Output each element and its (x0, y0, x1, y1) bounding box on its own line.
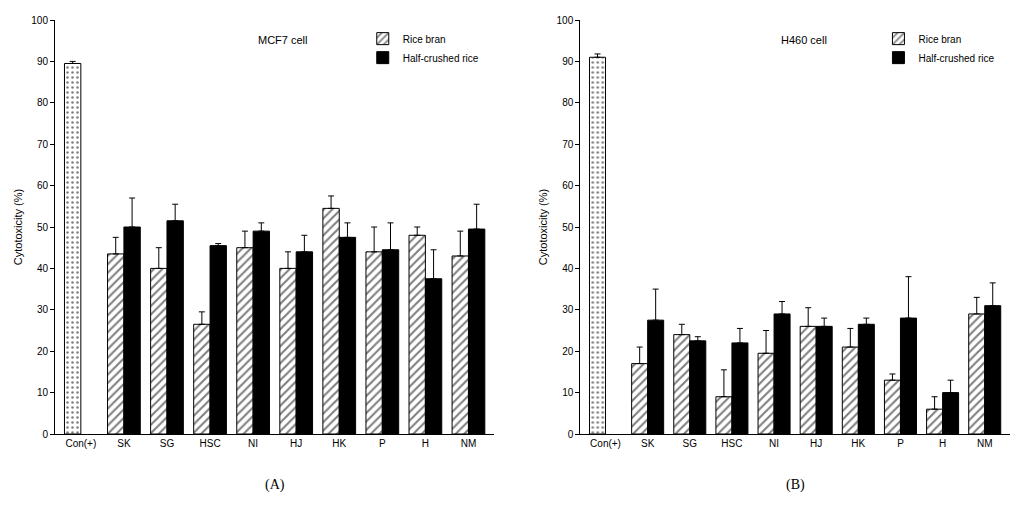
svg-text:Con(+): Con(+) (65, 438, 96, 449)
svg-text:SK: SK (641, 438, 655, 449)
svg-text:50: 50 (37, 222, 49, 233)
svg-text:Rice bran: Rice bran (403, 34, 446, 45)
svg-text:40: 40 (562, 263, 574, 274)
svg-text:HJ: HJ (810, 438, 822, 449)
svg-text:20: 20 (37, 346, 49, 357)
svg-text:HSC: HSC (199, 438, 220, 449)
svg-text:30: 30 (37, 304, 49, 315)
svg-text:70: 70 (37, 139, 49, 150)
svg-text:HSC: HSC (721, 438, 742, 449)
svg-text:HK: HK (332, 438, 346, 449)
svg-text:80: 80 (37, 97, 49, 108)
svg-text:NM: NM (461, 438, 477, 449)
svg-text:40: 40 (37, 263, 49, 274)
svg-text:Con(+): Con(+) (590, 438, 621, 449)
svg-text:HJ: HJ (290, 438, 302, 449)
svg-text:50: 50 (562, 222, 574, 233)
svg-text:P: P (379, 438, 386, 449)
svg-text:90: 90 (562, 56, 574, 67)
svg-text:60: 60 (562, 180, 574, 191)
svg-text:70: 70 (562, 139, 574, 150)
svg-text:100: 100 (557, 15, 574, 26)
svg-text:H460 cell: H460 cell (781, 34, 827, 46)
svg-text:NI: NI (769, 438, 779, 449)
svg-text:SG: SG (160, 438, 175, 449)
svg-text:NM: NM (977, 438, 993, 449)
svg-text:Rice bran: Rice bran (918, 34, 961, 45)
svg-text:Cytotoxicity (%): Cytotoxicity (%) (12, 189, 24, 265)
svg-text:Half-crushed rice: Half-crushed rice (403, 53, 479, 64)
svg-text:HK: HK (851, 438, 865, 449)
svg-text:H: H (422, 438, 429, 449)
svg-text:30: 30 (562, 304, 574, 315)
svg-text:(B): (B) (786, 477, 805, 493)
svg-text:90: 90 (37, 56, 49, 67)
svg-text:NI: NI (248, 438, 258, 449)
svg-text:0: 0 (568, 429, 574, 440)
svg-text:10: 10 (562, 387, 574, 398)
svg-text:100: 100 (31, 15, 48, 26)
svg-text:0: 0 (42, 429, 48, 440)
svg-text:80: 80 (562, 97, 574, 108)
svg-text:Half-crushed rice: Half-crushed rice (918, 53, 994, 64)
svg-text:SG: SG (683, 438, 698, 449)
svg-text:60: 60 (37, 180, 49, 191)
svg-text:P: P (897, 438, 904, 449)
svg-text:MCF7 cell: MCF7 cell (258, 34, 308, 46)
svg-text:SK: SK (117, 438, 131, 449)
svg-text:(A): (A) (265, 477, 285, 493)
svg-text:20: 20 (562, 346, 574, 357)
svg-text:10: 10 (37, 387, 49, 398)
svg-text:H: H (939, 438, 946, 449)
svg-text:Cytotoxicity (%): Cytotoxicity (%) (537, 189, 549, 265)
